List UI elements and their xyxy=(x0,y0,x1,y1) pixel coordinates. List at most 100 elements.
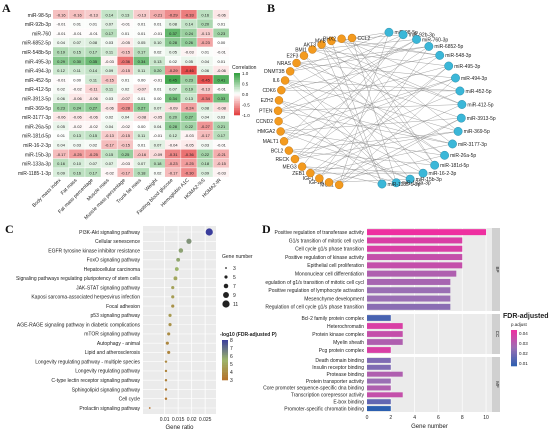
dotplot-x-tick: 0.025 xyxy=(199,417,212,423)
go-term-label: Pcg protein complex xyxy=(319,348,365,354)
heatmap-cell-value: -0.01 xyxy=(121,22,131,27)
heatmap-cell-value: 0.14 xyxy=(105,12,114,17)
go-bar xyxy=(367,254,462,260)
heatmap-cell-value: 0.06 xyxy=(57,96,66,101)
heatmap-cell-value: -0.15 xyxy=(105,77,115,82)
heatmap-cell-value: 0.02 xyxy=(57,87,66,92)
mirna-node xyxy=(448,140,456,148)
heatmap-cell-value: 0.07 xyxy=(89,161,98,166)
heatmap-cell-value: 0.23 xyxy=(57,105,66,110)
heatmap-cell-value: -0.07 xyxy=(121,96,131,101)
network-edge xyxy=(281,118,462,131)
heatmap-cell-value: 0.00 xyxy=(138,124,147,129)
go-term-label: Core promoter sequence-specific dna bind… xyxy=(263,386,364,392)
size-legend-dot xyxy=(222,300,229,307)
heatmap-legend-tick: -1.0 xyxy=(242,113,250,118)
heatmap-cell-value: -0.01 xyxy=(153,133,163,138)
size-legend-title: Gene number xyxy=(222,254,253,260)
heatmap-cell-value: 0.02 xyxy=(169,59,178,64)
heatmap-cell-value: 0.00 xyxy=(73,77,82,82)
heatmap-cell-value: 0.15 xyxy=(89,133,98,138)
heatmap-cell-value: -0.01 xyxy=(153,31,163,36)
heatmap-cell-value: 0.19 xyxy=(185,87,194,92)
heatmap-cell-value: 0.07 xyxy=(105,161,114,166)
go-legend-title: FDR-adjusted P xyxy=(503,313,550,320)
go-legend-tick: 0.01 xyxy=(519,361,528,366)
go-strip-label: BP xyxy=(495,266,500,272)
heatmap-cell-value: -0.06 xyxy=(73,115,83,120)
size-legend-value: 9 xyxy=(233,293,236,299)
heatmap-cell-value: 0.10 xyxy=(154,40,163,45)
color-legend-tick: 6 xyxy=(230,354,233,360)
heatmap-row-label: miR-133a-3p xyxy=(22,162,51,168)
heatmap-cell-value: 0.00 xyxy=(217,40,226,45)
go-x-tick: 2 xyxy=(389,415,392,421)
gene-node-label: CDK6 xyxy=(262,88,276,94)
mirna-node xyxy=(425,42,433,50)
dotplot-point xyxy=(171,286,174,289)
gene-node-label: MEG3 xyxy=(282,164,296,170)
heatmap-cell-value: -0.01 xyxy=(89,31,99,36)
heatmap-cell-value: -0.03 xyxy=(121,161,131,166)
heatmap-cell-value: 0.11 xyxy=(138,68,146,73)
heatmap-cell-value: -0.09 xyxy=(153,152,163,157)
gene-node xyxy=(281,76,289,84)
heatmap-cell-value: 0.04 xyxy=(201,115,210,120)
gene-node-label: PHX2 xyxy=(323,37,336,43)
heatmap-cell-value: 0.18 xyxy=(138,170,147,175)
go-term-label: Mononuclear cell differentiation xyxy=(295,271,364,277)
dotplot-point xyxy=(171,295,174,298)
heatmap-cell-value: -0.01 xyxy=(56,31,66,36)
heatmap-cell-value: 0.17 xyxy=(217,133,226,138)
go-bar xyxy=(367,339,403,345)
heatmap-cell-value: 0.08 xyxy=(201,105,210,110)
heatmap-cell-value: -0.21 xyxy=(153,12,163,17)
heatmap-cell-value: 0.04 xyxy=(57,40,66,45)
heatmap-cell-value: 0.29 xyxy=(57,59,66,64)
go-term-label: Regulation of cell cycle g1/s phase tran… xyxy=(265,305,364,311)
heatmap-row-label: miR-92b-3p xyxy=(25,22,51,28)
dotplot-point xyxy=(165,379,167,381)
heatmap-cell-value: 0.35 xyxy=(89,59,98,64)
mirna-node xyxy=(456,87,464,95)
heatmap-cell-value: 0.13 xyxy=(122,12,131,17)
go-bar xyxy=(367,296,450,302)
panel-c-label: C xyxy=(5,222,14,237)
heatmap-cell-value: -0.36 xyxy=(185,152,195,157)
heatmap-row-label: miR-452-5p xyxy=(25,78,51,84)
mirna-node-label: miR-452-5p xyxy=(465,89,491,95)
heatmap-cell-value: 0.20 xyxy=(169,115,178,120)
go-x-label: Gene number xyxy=(411,424,448,430)
dotplot-term-label: Sphingolipid signaling pathway xyxy=(72,387,141,393)
heatmap-cell-value: 0.04 xyxy=(154,124,163,129)
heatmap-cell-value: 0.17 xyxy=(138,50,147,55)
heatmap-cell-value: -0.16 xyxy=(56,12,66,17)
color-legend-tick: 4 xyxy=(230,370,233,376)
network-edge xyxy=(342,39,435,165)
heatmap-legend-swatch xyxy=(234,78,240,80)
heatmap-cell-value: 0.17 xyxy=(105,31,114,36)
gene-node xyxy=(325,178,333,186)
heatmap-cell-value: -0.25 xyxy=(73,152,83,157)
heatmap-cell-value: 0.01 xyxy=(138,143,147,148)
dotplot-term-label: Prolactin signaling pathway xyxy=(79,406,140,412)
go-bar xyxy=(367,323,403,329)
heatmap-cell-value: 0.07 xyxy=(138,161,147,166)
gene-node-label: RECK xyxy=(276,157,291,163)
dotplot-point xyxy=(165,388,167,390)
go-bar xyxy=(367,279,450,285)
heatmap-cell-value: 0.03 xyxy=(73,143,82,148)
gene-node xyxy=(298,163,306,171)
heatmap-cell-value: 0.27 xyxy=(138,105,147,110)
go-strip-label: CC xyxy=(495,331,500,338)
heatmap-cell-value: 0.16 xyxy=(201,12,210,17)
dotplot-point xyxy=(179,248,184,253)
heatmap-row-label: miR-760 xyxy=(32,31,51,37)
go-bar xyxy=(367,271,456,277)
heatmap-legend-swatch xyxy=(234,75,240,77)
heatmap-row-label: miR-548b-5p xyxy=(22,50,51,56)
go-x-tick: 10 xyxy=(483,415,489,421)
heatmap-cell-value: 0.11 xyxy=(73,68,81,73)
gene-node xyxy=(293,59,301,67)
mirna-node xyxy=(378,180,386,188)
